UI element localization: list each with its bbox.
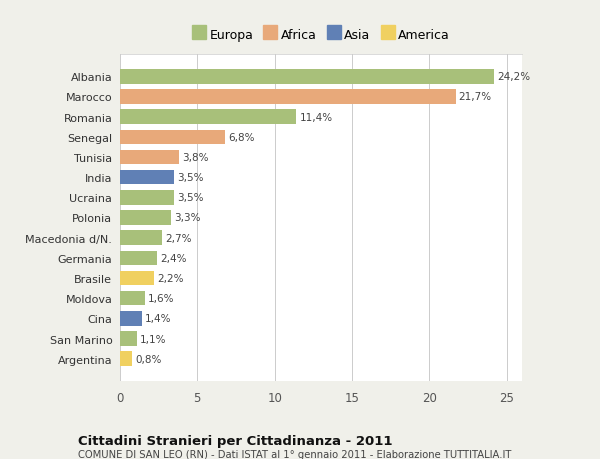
Text: Cittadini Stranieri per Cittadinanza - 2011: Cittadini Stranieri per Cittadinanza - 2… <box>78 434 392 447</box>
Text: 6,8%: 6,8% <box>228 133 255 142</box>
Text: 3,5%: 3,5% <box>177 173 204 183</box>
Legend: Europa, Africa, Asia, America: Europa, Africa, Asia, America <box>188 25 454 46</box>
Text: 3,8%: 3,8% <box>182 153 208 162</box>
Bar <box>120 331 137 346</box>
Bar <box>120 70 494 84</box>
Bar <box>120 211 171 225</box>
Bar <box>120 151 179 165</box>
Bar <box>120 90 455 105</box>
Bar <box>120 231 162 246</box>
Text: 2,4%: 2,4% <box>160 253 187 263</box>
Text: 11,4%: 11,4% <box>299 112 332 123</box>
Bar <box>120 130 225 145</box>
Bar <box>120 291 145 306</box>
Text: 24,2%: 24,2% <box>497 72 530 82</box>
Text: 2,7%: 2,7% <box>165 233 191 243</box>
Bar <box>120 190 174 205</box>
Text: COMUNE DI SAN LEO (RN) - Dati ISTAT al 1° gennaio 2011 - Elaborazione TUTTITALIA: COMUNE DI SAN LEO (RN) - Dati ISTAT al 1… <box>78 449 511 459</box>
Text: 0,8%: 0,8% <box>136 354 162 364</box>
Text: 2,2%: 2,2% <box>157 274 184 283</box>
Text: 3,3%: 3,3% <box>174 213 200 223</box>
Text: 1,6%: 1,6% <box>148 294 175 303</box>
Bar <box>120 110 296 125</box>
Bar <box>120 311 142 326</box>
Bar <box>120 352 133 366</box>
Text: 3,5%: 3,5% <box>177 193 204 203</box>
Text: 1,1%: 1,1% <box>140 334 167 344</box>
Bar <box>120 251 157 265</box>
Text: 21,7%: 21,7% <box>458 92 492 102</box>
Bar <box>120 271 154 285</box>
Text: 1,4%: 1,4% <box>145 313 171 324</box>
Bar <box>120 171 174 185</box>
